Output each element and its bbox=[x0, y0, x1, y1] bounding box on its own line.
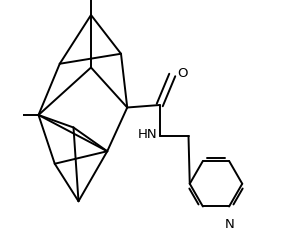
Text: O: O bbox=[178, 67, 188, 80]
Text: N: N bbox=[224, 218, 234, 231]
Text: HN: HN bbox=[138, 128, 157, 141]
